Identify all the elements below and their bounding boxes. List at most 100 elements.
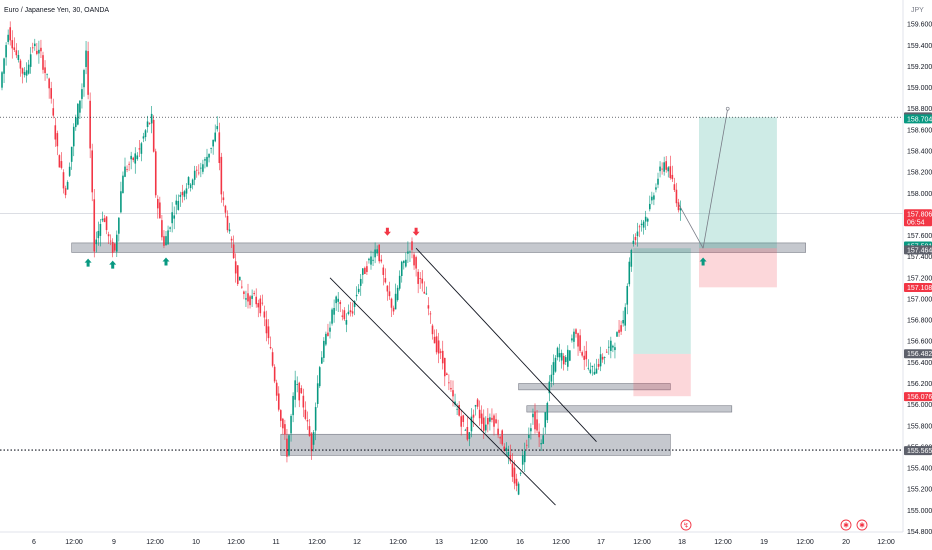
candle-body <box>337 299 339 302</box>
candle-body <box>208 154 210 158</box>
candle-body <box>368 259 370 261</box>
candle-body <box>380 260 382 262</box>
candle-body <box>462 415 464 422</box>
candle-body <box>290 416 292 433</box>
candle-body <box>405 260 407 267</box>
candle-body <box>1 72 3 87</box>
candle-body <box>346 320 348 325</box>
price-tick-label: 155.200 <box>907 487 932 494</box>
time-tick-label: 11 <box>272 539 279 546</box>
price-tick-label: 155.800 <box>907 423 932 430</box>
event-icon-symbol: ✱ <box>843 522 849 530</box>
time-tick-label: 12:00 <box>389 539 407 546</box>
candle-body <box>417 272 419 284</box>
candle-body <box>424 292 426 294</box>
candle-body <box>524 451 526 462</box>
candle-body <box>155 151 157 195</box>
candle-body <box>555 358 557 372</box>
candle-body <box>294 380 296 399</box>
candle-body <box>534 412 536 430</box>
price-tick-label: 155.400 <box>907 466 932 473</box>
candle-body <box>141 143 143 154</box>
candle-body <box>614 347 616 350</box>
time-tick-label: 19 <box>760 539 768 546</box>
candle-body <box>32 47 34 48</box>
candle-body <box>493 415 495 426</box>
candle-body <box>473 415 475 418</box>
candle-body <box>65 188 67 195</box>
time-tick-label: 12:00 <box>552 539 570 546</box>
candle-body <box>475 405 477 406</box>
candle-body <box>100 224 102 236</box>
candle-body <box>653 195 655 199</box>
candle-body <box>192 180 194 185</box>
candle-body <box>635 237 637 240</box>
candle-body <box>557 348 559 357</box>
candle-body <box>14 47 16 50</box>
candle-body <box>487 418 489 424</box>
candle-body <box>251 296 253 299</box>
candle-body <box>598 364 600 367</box>
candle-body <box>544 412 546 427</box>
candle-body <box>563 356 565 364</box>
candle-body <box>397 288 399 300</box>
price-tick-label: 157.000 <box>907 296 932 303</box>
candle-body <box>323 341 325 358</box>
candle-body <box>128 164 130 165</box>
candle-body <box>59 155 61 167</box>
candle-body <box>372 260 374 261</box>
candle-body <box>317 383 319 404</box>
candle-body <box>71 147 73 162</box>
up-arrow-icon <box>109 261 116 269</box>
candle-body <box>594 372 596 375</box>
candle-body <box>159 202 161 218</box>
candle-body <box>393 308 395 312</box>
candle-body <box>225 206 227 213</box>
target-zone <box>633 248 690 354</box>
candle-body <box>409 252 411 253</box>
candle-body <box>50 88 52 99</box>
candle-body <box>124 167 126 177</box>
candle-body <box>665 161 667 170</box>
candle-body <box>610 341 612 351</box>
candle-body <box>547 403 549 420</box>
down-arrow-icon <box>413 228 420 236</box>
events-layer: ↯ ✱ ✱ <box>681 520 867 530</box>
candle-body <box>204 159 206 161</box>
candle-body <box>178 201 180 210</box>
candle-body <box>588 368 590 369</box>
candle-body <box>602 357 604 360</box>
candle-body <box>458 405 460 416</box>
price-tick-label: 155.000 <box>907 508 932 515</box>
candle-body <box>342 316 344 317</box>
candle-body <box>676 190 678 203</box>
candle-body <box>20 61 22 69</box>
candle-body <box>26 70 28 75</box>
time-tick-label: 12:00 <box>714 539 732 546</box>
candle-body <box>329 328 331 332</box>
candle-body <box>134 153 136 163</box>
candle-body <box>446 374 448 375</box>
candle-body <box>637 232 639 237</box>
candle-body <box>93 199 95 251</box>
candle-body <box>233 244 235 258</box>
price-tick-label: 158.200 <box>907 170 932 177</box>
candle-body <box>11 40 13 48</box>
candle-body <box>421 279 423 284</box>
candle-body <box>465 430 467 431</box>
price-tick-label: 157.200 <box>907 275 932 282</box>
candle-body <box>376 249 378 253</box>
candle-body <box>477 399 479 406</box>
candle-body <box>264 311 266 317</box>
candle-body <box>577 333 579 346</box>
candle-body <box>67 182 69 190</box>
candle-body <box>38 50 40 54</box>
time-axis[interactable]: 6 12:00 9 12:00 10 12:00 11 12:00 12 12:00 13 12:00… <box>32 539 895 546</box>
candle-body <box>112 242 114 253</box>
candle-body <box>643 222 645 228</box>
candle-body <box>413 255 415 266</box>
time-tick-label: 12:00 <box>308 539 326 546</box>
candle-body <box>672 175 674 179</box>
candle-body <box>89 101 91 149</box>
